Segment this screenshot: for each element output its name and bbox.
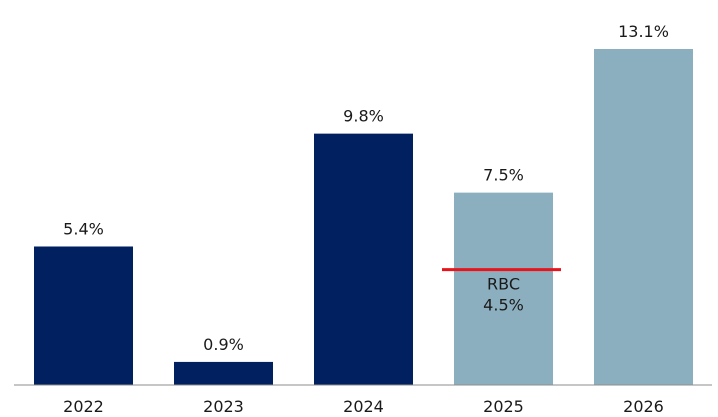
tick-label-2026: 2026 [623, 397, 664, 416]
rbc-value-label: 4.5% [483, 296, 524, 315]
tick-label-2025: 2025 [483, 397, 524, 416]
value-label-2024: 9.8% [343, 107, 384, 126]
value-label-2022: 5.4% [63, 219, 104, 238]
bar-2026 [594, 49, 693, 385]
bar-2022 [34, 246, 133, 385]
tick-label-2023: 2023 [203, 397, 244, 416]
value-labels-group: 5.4% 0.9% 9.8% 7.5% 13.1% [63, 22, 669, 354]
bars-group [34, 49, 693, 385]
rbc-label: RBC [487, 275, 520, 294]
tick-label-2022: 2022 [63, 397, 104, 416]
value-label-2025: 7.5% [483, 166, 524, 185]
value-label-2026: 13.1% [618, 22, 669, 41]
value-label-2023: 0.9% [203, 335, 244, 354]
bar-2023 [174, 361, 273, 385]
bar-2024 [314, 133, 413, 385]
rbc-annotation-group: RBC 4.5% [442, 268, 561, 315]
bar-2025 [454, 192, 553, 385]
tick-label-2024: 2024 [343, 397, 384, 416]
x-tick-labels-group: 2022 2023 2024 2025 2026 [63, 397, 664, 416]
